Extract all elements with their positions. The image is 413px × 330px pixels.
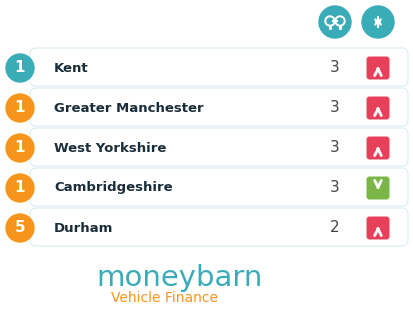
FancyBboxPatch shape: [366, 216, 389, 240]
Text: 3: 3: [329, 60, 339, 76]
Circle shape: [6, 94, 34, 122]
Text: 2: 2: [330, 220, 339, 236]
Text: Vehicle Finance: Vehicle Finance: [111, 291, 218, 305]
FancyBboxPatch shape: [366, 177, 389, 200]
FancyBboxPatch shape: [366, 96, 389, 119]
Circle shape: [361, 6, 393, 38]
Circle shape: [334, 16, 344, 26]
FancyBboxPatch shape: [30, 168, 407, 206]
Text: Durham: Durham: [54, 221, 113, 235]
FancyBboxPatch shape: [30, 208, 407, 246]
Circle shape: [6, 214, 34, 242]
Text: 3: 3: [329, 101, 339, 115]
Text: 5: 5: [14, 220, 25, 236]
Text: Greater Manchester: Greater Manchester: [54, 102, 203, 115]
FancyBboxPatch shape: [30, 128, 407, 166]
Text: 3: 3: [329, 141, 339, 155]
Text: 3: 3: [329, 181, 339, 195]
Text: Cambridgeshire: Cambridgeshire: [54, 182, 172, 194]
Text: moneybarn: moneybarn: [97, 264, 263, 292]
Text: 1: 1: [15, 181, 25, 195]
FancyBboxPatch shape: [30, 48, 407, 86]
Text: 1: 1: [15, 101, 25, 115]
Text: 1: 1: [15, 60, 25, 76]
Text: 1: 1: [15, 141, 25, 155]
Circle shape: [326, 18, 332, 24]
FancyBboxPatch shape: [30, 88, 407, 126]
FancyBboxPatch shape: [366, 137, 389, 159]
Circle shape: [6, 174, 34, 202]
Circle shape: [6, 54, 34, 82]
FancyBboxPatch shape: [366, 56, 389, 80]
Circle shape: [336, 18, 342, 24]
Text: Kent: Kent: [54, 61, 88, 75]
Text: West Yorkshire: West Yorkshire: [54, 142, 166, 154]
Circle shape: [318, 6, 350, 38]
Circle shape: [324, 16, 334, 26]
Circle shape: [6, 134, 34, 162]
